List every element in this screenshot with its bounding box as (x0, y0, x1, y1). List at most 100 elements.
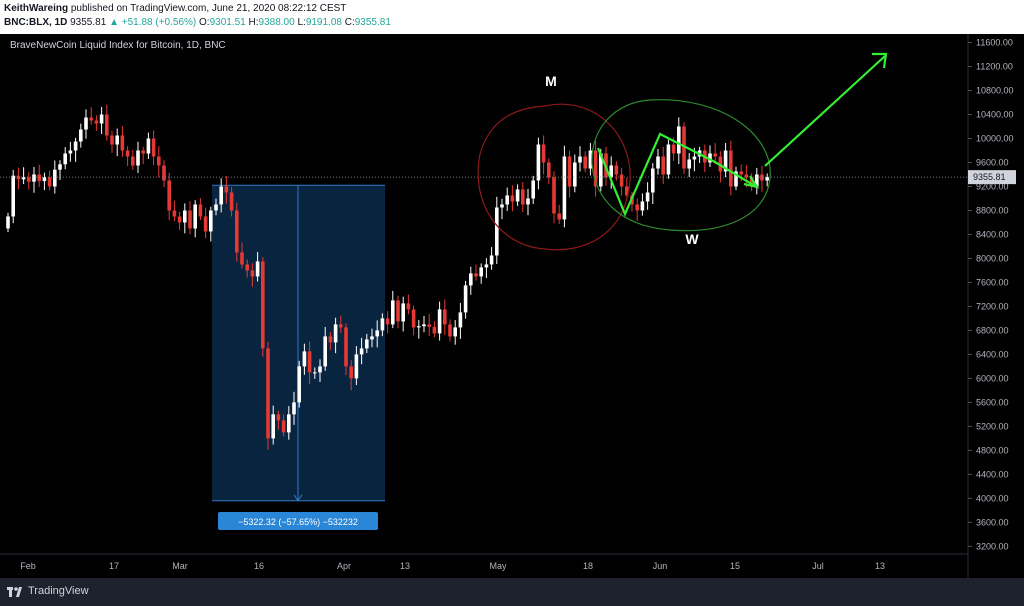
target-arrow-head (872, 52, 888, 69)
candle-body (406, 303, 411, 310)
candle-body (240, 252, 244, 265)
candle-body (68, 150, 73, 154)
candle-body (526, 198, 530, 205)
candle-body (713, 153, 717, 157)
candle-body (141, 150, 145, 154)
candle-body (453, 327, 457, 337)
candle-body (463, 285, 468, 313)
x-tick-label: 18 (583, 561, 593, 571)
x-tick-label: 15 (730, 561, 740, 571)
candle-body (484, 264, 489, 268)
publish-header: KeithWareing published on TradingView.co… (0, 0, 1024, 34)
candle-body (489, 255, 494, 265)
x-tick-label: Feb (20, 561, 36, 571)
candle-body (250, 270, 255, 277)
author-name[interactable]: KeithWareing (4, 3, 69, 14)
candle-body (443, 309, 447, 325)
y-tick-label: 10000.00 (976, 134, 1014, 144)
candle-body (99, 114, 104, 124)
candle-body (167, 180, 171, 211)
candle-body (281, 420, 286, 433)
candle-body (609, 165, 613, 178)
candle-body (474, 273, 478, 277)
close-label: C: (344, 17, 355, 28)
candle-body (37, 174, 41, 182)
candle-body (682, 126, 686, 169)
candle-body (58, 164, 62, 170)
candle-body (385, 318, 390, 325)
candle-body (547, 162, 551, 178)
published-text: published on TradingView.com, June 21, 2… (70, 3, 347, 14)
candle-body (172, 210, 177, 217)
candle-body (245, 264, 249, 271)
candle-body (120, 135, 125, 151)
candle-body (209, 210, 213, 232)
y-tick-label: 9200.00 (976, 181, 1009, 191)
x-tick-label: 16 (254, 561, 264, 571)
y-tick-label: 5200.00 (976, 421, 1009, 431)
y-tick-label: 4400.00 (976, 469, 1009, 479)
candle-body (448, 324, 452, 337)
candle-body (318, 366, 322, 373)
candle-body (744, 174, 749, 178)
candle-body (193, 204, 197, 229)
candle-body (739, 171, 743, 175)
y-tick-label: 6000.00 (976, 373, 1009, 383)
y-tick-label: 8400.00 (976, 229, 1009, 239)
tradingview-logo-icon[interactable] (6, 583, 24, 601)
candle-body (645, 192, 650, 202)
time-axis[interactable]: Feb 17 Mar 16 Apr 13 May 18 Jun 15 Jul 13 (20, 561, 885, 571)
w-pattern-circle (591, 99, 771, 232)
m-pattern-circle (477, 103, 631, 251)
candle-body (401, 303, 405, 322)
candle-body (89, 117, 93, 121)
chart-title: BraveNewCoin Liquid Index for Bitcoin, 1… (10, 40, 226, 51)
candle-body (391, 300, 395, 325)
high-value: 9388.00 (258, 17, 295, 28)
high-label: H: (248, 17, 259, 28)
low-value: 9191.08 (305, 17, 342, 28)
candle-body (755, 174, 759, 187)
y-tick-label: 7200.00 (976, 301, 1009, 311)
candle-body (541, 144, 546, 163)
candle-body (349, 366, 353, 379)
last-price: 9355.81 (70, 17, 107, 28)
candle-body (432, 326, 437, 334)
candle-body (510, 195, 515, 202)
candle-body (84, 117, 88, 130)
candle-body (749, 177, 754, 187)
candle-body (198, 204, 203, 217)
candle-body (21, 177, 26, 180)
x-tick-label: Apr (337, 561, 351, 571)
candle-body (73, 141, 78, 151)
candle-body (162, 165, 166, 181)
measure-tool[interactable]: −5322.32 (−57.65%) −532232 (212, 184, 385, 530)
candle-body (687, 159, 691, 169)
candle-body (328, 336, 333, 343)
candle-body (427, 324, 431, 327)
candle-body (479, 267, 483, 277)
candle-body (651, 168, 655, 193)
measure-label-box (218, 512, 378, 530)
candle-body (614, 165, 619, 175)
x-tick-label: Jun (653, 561, 668, 571)
price-axis[interactable]: 3200.00 3600.00 4000.00 4400.00 4800.00 5200.… (0, 38, 1016, 552)
price-chart[interactable]: BraveNewCoin Liquid Index for Bitcoin, 1… (0, 34, 1024, 578)
candle-body (11, 175, 15, 217)
y-tick-label: 6800.00 (976, 325, 1009, 335)
candle-body (708, 153, 712, 163)
candle-body (583, 156, 587, 169)
candle-body (271, 414, 275, 439)
brand-label[interactable]: TradingView (28, 585, 89, 597)
measure-label: −5322.32 (−57.65%) −532232 (238, 517, 358, 527)
candle-body (671, 144, 676, 154)
last-price-label: 9355.81 (973, 172, 1006, 182)
candle-body (562, 156, 567, 220)
candle-body (666, 144, 671, 175)
open-value: 9301.51 (209, 17, 246, 28)
candle-body (6, 216, 10, 229)
w-annotation: W (685, 231, 699, 247)
candle-body (302, 351, 307, 367)
candle-body (79, 129, 83, 142)
drawings-layer[interactable]: MW (477, 52, 888, 251)
